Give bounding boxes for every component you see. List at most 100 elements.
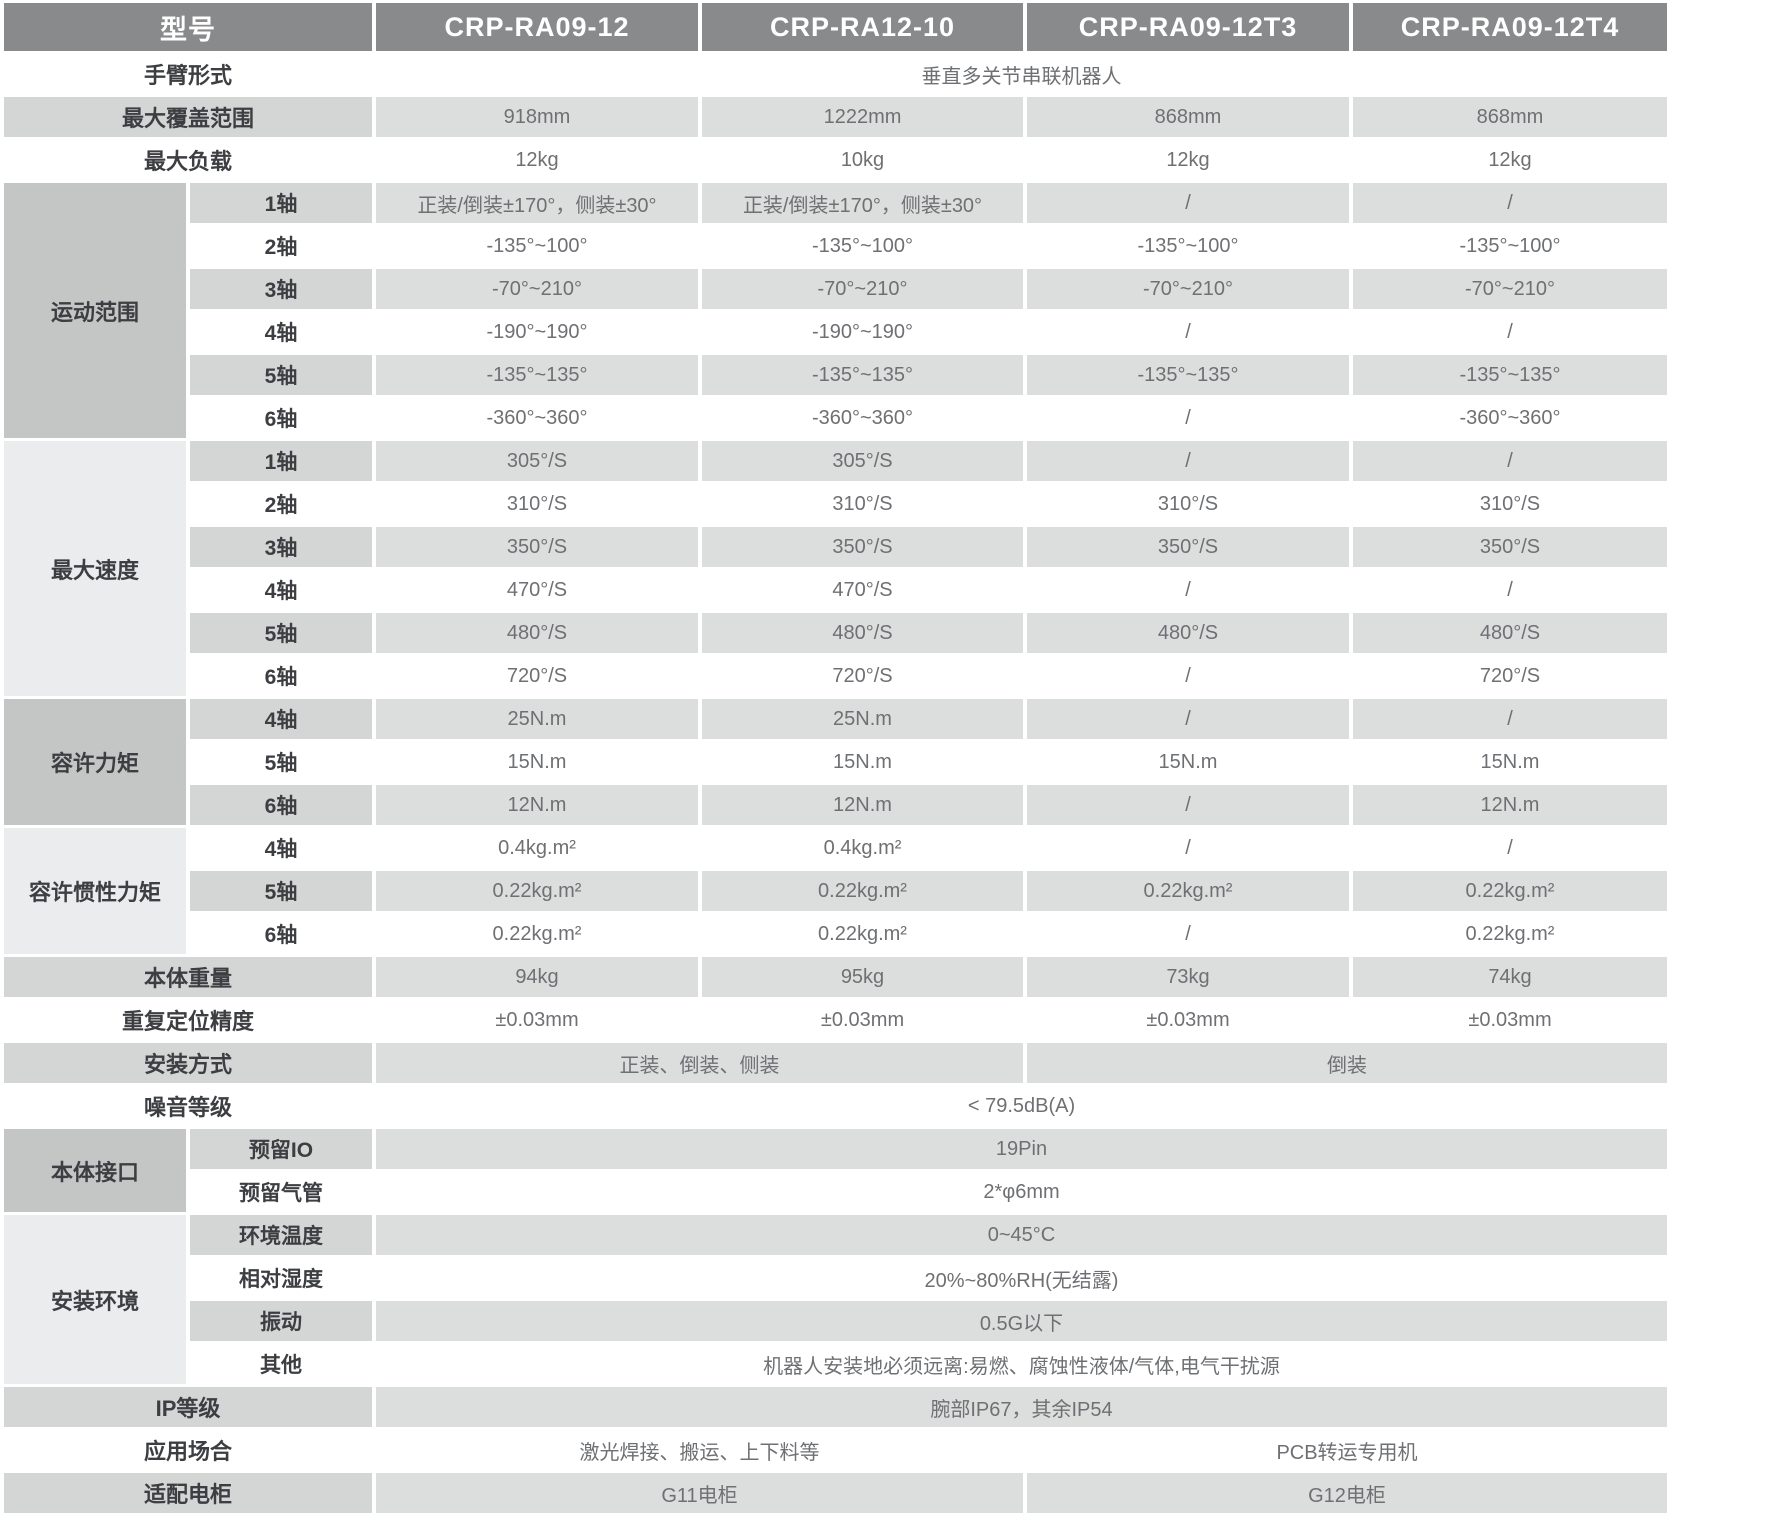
spec-value-cell: 74kg — [1353, 957, 1667, 997]
spec-value-cell: 350°/S — [376, 527, 698, 567]
spec-value-cell: -135°~135° — [376, 355, 698, 395]
table-row: 4轴 470°/S 470°/S / / — [4, 570, 1667, 610]
axis-label-cell: 1轴 — [190, 183, 372, 223]
spec-value-cell: / — [1027, 398, 1349, 438]
axis-label-cell: 5轴 — [190, 742, 372, 782]
table-row: 2轴 -135°~100° -135°~100° -135°~100° -135°~10… — [4, 226, 1667, 266]
spec-value-cell: 310°/S — [1027, 484, 1349, 524]
row-label-cell: 适配电柜 — [4, 1473, 372, 1513]
axis-label-cell: 1轴 — [190, 441, 372, 481]
table-row: 5轴 -135°~135° -135°~135° -135°~135° -135°~13… — [4, 355, 1667, 395]
table-row: 3轴 350°/S 350°/S 350°/S 350°/S — [4, 527, 1667, 567]
spec-value-cell: 0.22kg.m² — [376, 914, 698, 954]
table-row: 预留气管 2*φ6mm — [4, 1172, 1667, 1212]
spec-value-cell: 2*φ6mm — [376, 1172, 1667, 1212]
spec-value-cell: 12N.m — [1353, 785, 1667, 825]
spec-value-cell: 350°/S — [1353, 527, 1667, 567]
spec-value-cell: 918mm — [376, 97, 698, 137]
spec-value-cell: 310°/S — [1353, 484, 1667, 524]
group-label-cell: 运动范围 — [4, 183, 186, 438]
spec-value-cell: -70°~210° — [702, 269, 1023, 309]
spec-value-cell: -70°~210° — [1353, 269, 1667, 309]
axis-label-cell: 4轴 — [190, 570, 372, 610]
axis-label-cell: 预留气管 — [190, 1172, 372, 1212]
table-row: 4轴 -190°~190° -190°~190° / / — [4, 312, 1667, 352]
spec-value-cell: 12kg — [1027, 140, 1349, 180]
spec-value-cell: 310°/S — [376, 484, 698, 524]
row-label-cell: 应用场合 — [4, 1430, 372, 1470]
axis-label-cell: 其他 — [190, 1344, 372, 1384]
spec-value-cell: 倒装 — [1027, 1043, 1667, 1083]
spec-value-cell: / — [1027, 828, 1349, 868]
spec-value-cell: / — [1353, 699, 1667, 739]
spec-value-cell: / — [1027, 441, 1349, 481]
spec-value-cell: < 79.5dB(A) — [376, 1086, 1667, 1126]
axis-label-cell: 4轴 — [190, 312, 372, 352]
spec-value-cell: 0.4kg.m² — [376, 828, 698, 868]
table-row: 安装方式 正装、倒装、侧装 倒装 — [4, 1043, 1667, 1083]
table-row: 5轴 15N.m 15N.m 15N.m 15N.m — [4, 742, 1667, 782]
spec-value-cell: 0.5G以下 — [376, 1301, 1667, 1341]
table-row: 最大速度 1轴 305°/S 305°/S / / — [4, 441, 1667, 696]
spec-value-cell: 15N.m — [1353, 742, 1667, 782]
table-row: 适配电柜 G11电柜 G12电柜 — [4, 1473, 1667, 1513]
spec-value-cell: / — [1353, 441, 1667, 481]
group-label-cell: 本体接口 — [4, 1129, 186, 1212]
spec-value-cell: -360°~360° — [376, 398, 698, 438]
spec-value-cell: 0.22kg.m² — [702, 914, 1023, 954]
spec-value-cell: 0.22kg.m² — [1027, 871, 1349, 911]
spec-value-cell: 480°/S — [376, 613, 698, 653]
spec-value-cell: 12kg — [376, 140, 698, 180]
spec-value-cell: / — [1027, 914, 1349, 954]
row-label-cell: 噪音等级 — [4, 1086, 372, 1126]
spec-value-cell: / — [1353, 570, 1667, 610]
table-row: 重复定位精度 ±0.03mm ±0.03mm ±0.03mm ±0.03mm — [4, 1000, 1667, 1040]
spec-value-cell: / — [1353, 828, 1667, 868]
table-row: 最大负载 12kg 10kg 12kg 12kg — [4, 140, 1667, 180]
spec-value-cell: G11电柜 — [376, 1473, 1023, 1513]
table-row: 噪音等级 < 79.5dB(A) — [4, 1086, 1667, 1126]
spec-value-cell: ±0.03mm — [1027, 1000, 1349, 1040]
group-label-cell: 容许惯性力矩 — [4, 828, 186, 954]
spec-value-cell: PCB转运专用机 — [1027, 1430, 1667, 1470]
spec-value-cell: -135°~135° — [1027, 355, 1349, 395]
spec-value-cell: G12电柜 — [1027, 1473, 1667, 1513]
spec-value-cell: 激光焊接、搬运、上下料等 — [376, 1430, 1023, 1470]
spec-value-cell: 正装、倒装、侧装 — [376, 1043, 1023, 1083]
table-row: 2轴 310°/S 310°/S 310°/S 310°/S — [4, 484, 1667, 524]
spec-value-cell: 正装/倒装±170°，侧装±30° — [376, 183, 698, 223]
spec-value-cell: 机器人安装地必须远离:易燃、腐蚀性液体/气体,电气干扰源 — [376, 1344, 1667, 1384]
row-label-cell: 本体重量 — [4, 957, 372, 997]
model-label-header: 型号 — [4, 3, 372, 51]
table-row: 本体接口 预留IO 19Pin — [4, 1129, 1667, 1212]
group-label-cell: 最大速度 — [4, 441, 186, 696]
spec-value-cell: 15N.m — [1027, 742, 1349, 782]
table-row: IP等级 腕部IP67，其余IP54 — [4, 1387, 1667, 1427]
table-row: 5轴 480°/S 480°/S 480°/S 480°/S — [4, 613, 1667, 653]
spec-value-cell: 15N.m — [376, 742, 698, 782]
spec-value-cell: -135°~100° — [702, 226, 1023, 266]
row-label-cell: 安装方式 — [4, 1043, 372, 1083]
spec-value-cell: -360°~360° — [1353, 398, 1667, 438]
spec-value-cell: -190°~190° — [702, 312, 1023, 352]
axis-label-cell: 3轴 — [190, 527, 372, 567]
table-row: 运动范围 1轴 正装/倒装±170°，侧装±30° 正装/倒装±170°，侧装±30°… — [4, 183, 1667, 438]
axis-label-cell: 6轴 — [190, 785, 372, 825]
axis-label-cell: 4轴 — [190, 828, 372, 868]
spec-value-cell: 720°/S — [1353, 656, 1667, 696]
spec-value-cell: / — [1353, 312, 1667, 352]
spec-value-cell: 720°/S — [702, 656, 1023, 696]
spec-value-cell: -360°~360° — [702, 398, 1023, 438]
table-row: 容许惯性力矩 4轴 0.4kg.m² 0.4kg.m² / / — [4, 828, 1667, 954]
spec-value-cell: 73kg — [1027, 957, 1349, 997]
spec-value-cell: 480°/S — [1353, 613, 1667, 653]
spec-value-cell: / — [1027, 570, 1349, 610]
axis-label-cell: 5轴 — [190, 613, 372, 653]
axis-label-cell: 相对湿度 — [190, 1258, 372, 1298]
model-column-header-1: CRP-RA09-12 — [376, 3, 698, 51]
row-label-cell: 手臂形式 — [4, 54, 372, 94]
axis-label-cell: 4轴 — [190, 699, 372, 739]
spec-value-cell: -190°~190° — [376, 312, 698, 352]
spec-value-cell: ±0.03mm — [376, 1000, 698, 1040]
spec-value-cell: / — [1027, 656, 1349, 696]
